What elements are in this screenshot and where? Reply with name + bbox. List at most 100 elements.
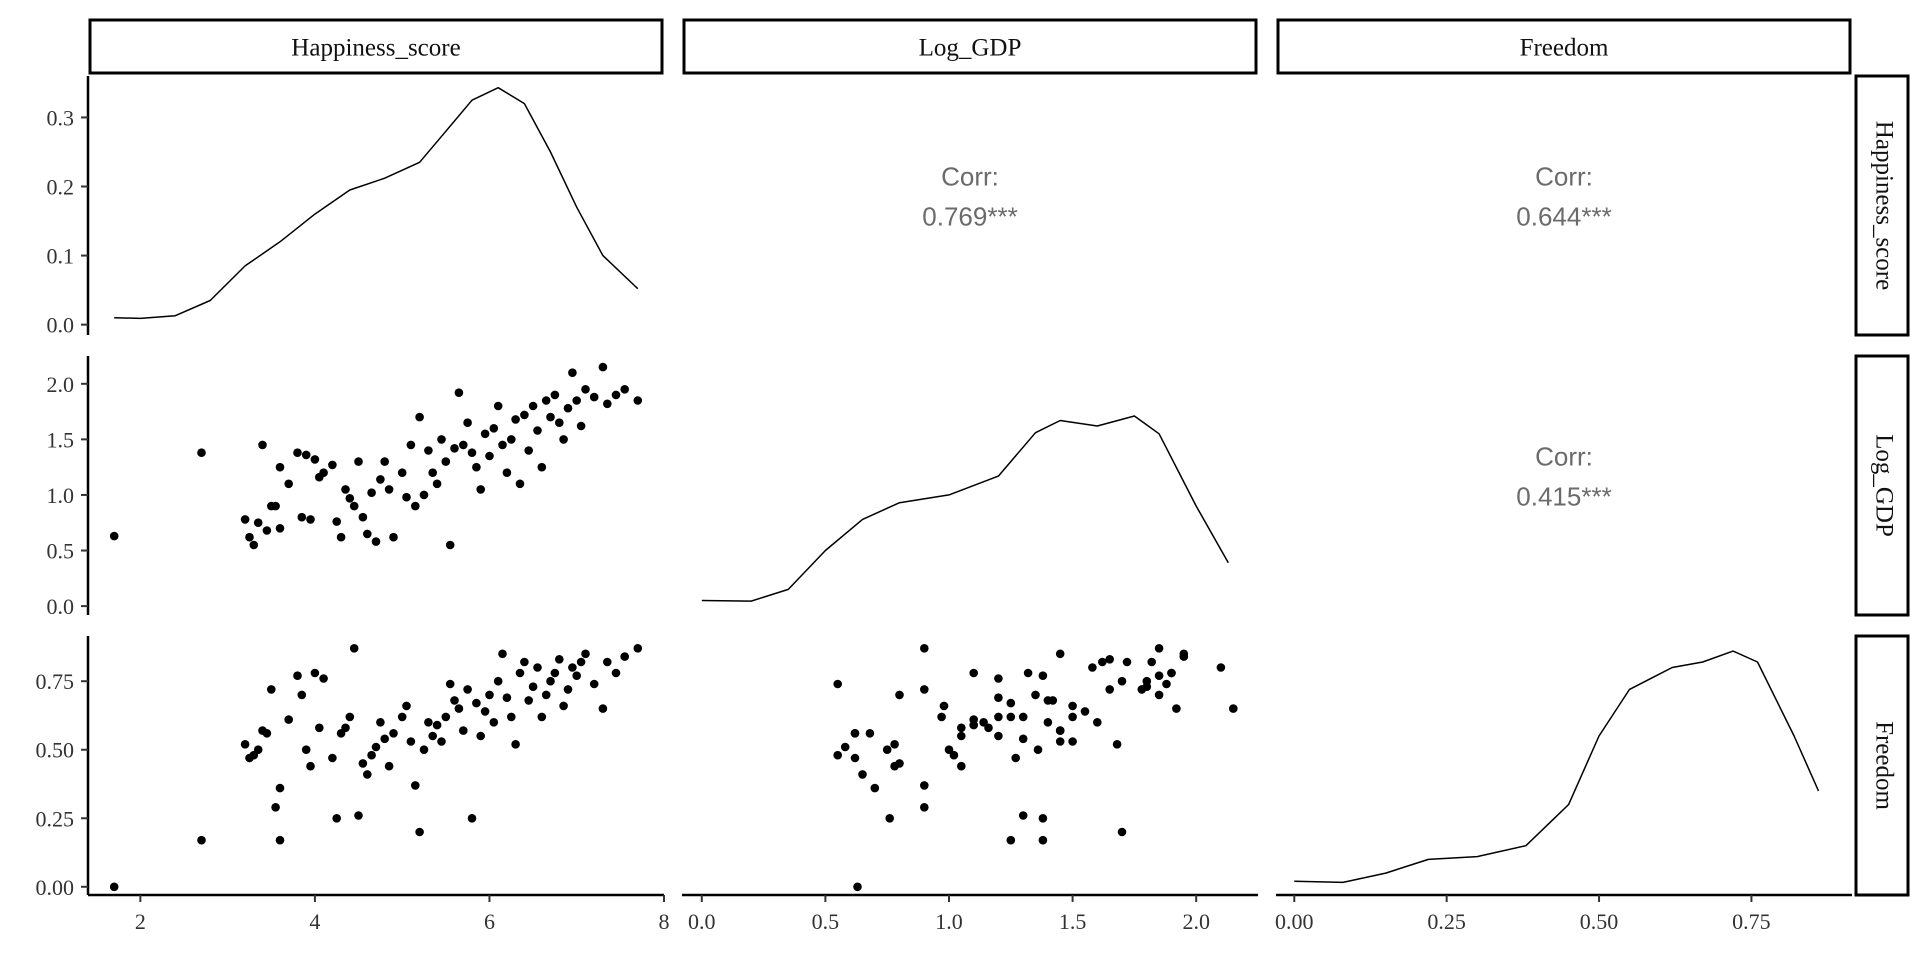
x-tick-label: 0.00 xyxy=(1275,909,1314,934)
scatter-point xyxy=(445,540,455,550)
scatter-point xyxy=(555,418,564,428)
strip-top-label: Log_GDP xyxy=(919,35,1022,62)
scatter-point xyxy=(1043,696,1053,705)
scatter-point xyxy=(937,712,946,722)
scatter-point xyxy=(1006,835,1016,845)
scatter-point xyxy=(424,446,433,455)
scatter-point xyxy=(850,753,860,763)
scatter-point xyxy=(1229,704,1238,713)
scatter-point xyxy=(994,693,1003,702)
scatter-point xyxy=(550,668,560,678)
scatter-point xyxy=(297,690,307,700)
scatter-point xyxy=(367,750,376,760)
scatter-point xyxy=(957,761,966,771)
scatter-point xyxy=(275,462,285,472)
scatter-point xyxy=(920,781,929,790)
scatter-point xyxy=(515,479,525,489)
scatter-point xyxy=(563,403,573,413)
scatter-point xyxy=(197,835,206,845)
scatter-point xyxy=(459,726,468,735)
scatter-point xyxy=(533,663,542,672)
scatter-point xyxy=(1137,685,1147,694)
scatter-point xyxy=(1112,740,1122,749)
scatter-point xyxy=(1093,718,1102,727)
scatter-point xyxy=(476,731,486,741)
scatter-point xyxy=(1018,712,1028,722)
scatter-point xyxy=(1080,707,1090,716)
scatter-point xyxy=(559,701,568,711)
scatter-point xyxy=(603,399,612,409)
y-tick-label: 1.0 xyxy=(47,483,75,508)
strip-top-0 xyxy=(88,18,664,75)
y-tick-label: 2.0 xyxy=(47,372,75,397)
scatter-point xyxy=(858,770,867,779)
scatter-point xyxy=(363,770,372,779)
scatter-point xyxy=(576,421,586,431)
scatter-point xyxy=(572,396,581,405)
density-line-Log_GDP xyxy=(701,415,1229,602)
scatter-point xyxy=(1055,737,1065,746)
scatter-panel-Freedom-vs-Happiness_score xyxy=(109,644,643,892)
scatter-point xyxy=(328,460,337,470)
scatter-point xyxy=(1105,655,1114,664)
scatter-point xyxy=(537,712,547,722)
scatter-point xyxy=(969,720,978,730)
scatter-point xyxy=(598,704,608,713)
scatter-point xyxy=(598,362,608,372)
scatter-point xyxy=(528,682,538,691)
scatter-point xyxy=(944,745,954,754)
scatter-point xyxy=(284,715,294,724)
scatter-point xyxy=(345,494,355,503)
scatter-point xyxy=(1179,652,1189,661)
scatter-point xyxy=(467,814,477,823)
scatter-point xyxy=(1167,668,1176,678)
scatter-point xyxy=(380,734,390,744)
scatter-point xyxy=(502,468,512,478)
scatter-point xyxy=(1162,679,1171,689)
scatter-point xyxy=(507,435,516,444)
scatter-point xyxy=(1068,737,1077,746)
x-tick-label: 2 xyxy=(135,909,146,934)
scatter-point xyxy=(428,468,438,478)
scatter-point xyxy=(480,707,490,716)
scatter-point xyxy=(563,685,573,694)
scatter-point xyxy=(1011,753,1020,763)
scatter-point xyxy=(633,396,643,405)
scatter-point xyxy=(437,737,446,746)
scatter-point xyxy=(1105,685,1114,694)
scatter-point xyxy=(833,679,842,689)
scatter-point xyxy=(332,814,342,823)
scatter-point xyxy=(1038,671,1048,680)
scatter-point xyxy=(293,671,302,680)
strip-top-label: Happiness_score xyxy=(291,35,460,62)
scatter-point xyxy=(253,745,263,754)
scatter-point xyxy=(1018,734,1028,744)
scatter-point xyxy=(109,882,119,892)
scatter-point xyxy=(882,745,892,754)
scatter-point xyxy=(441,457,451,466)
corr-label: Corr: xyxy=(1535,442,1593,472)
scatter-point xyxy=(524,446,533,455)
scatter-point xyxy=(870,783,880,793)
scatter-point xyxy=(840,742,850,752)
matrix-axes: 0.0 0.1 0.2 0.3 0.0 0.5 1.0 1.5 2.0 0.00 0.25 0.50 0… xyxy=(36,76,1852,934)
scatter-point xyxy=(240,515,250,524)
scatter-point xyxy=(454,388,464,398)
scatter-point xyxy=(197,448,206,458)
scatter-point xyxy=(489,718,499,727)
scatter-point xyxy=(371,537,381,546)
scatter-point xyxy=(271,501,280,511)
scatter-point xyxy=(620,385,629,394)
scatter-point xyxy=(515,668,525,678)
scatter-point xyxy=(994,731,1003,741)
strip-top-2 xyxy=(1276,18,1852,75)
scatter-point xyxy=(1172,704,1181,713)
scatter-point xyxy=(1154,690,1164,700)
scatter-point xyxy=(611,668,621,678)
y-tick-label: 0.75 xyxy=(36,669,75,694)
scatter-point xyxy=(493,676,503,686)
scatter-point xyxy=(402,701,411,711)
scatter-point xyxy=(262,729,272,738)
y-tick-label: 0.0 xyxy=(47,594,75,619)
